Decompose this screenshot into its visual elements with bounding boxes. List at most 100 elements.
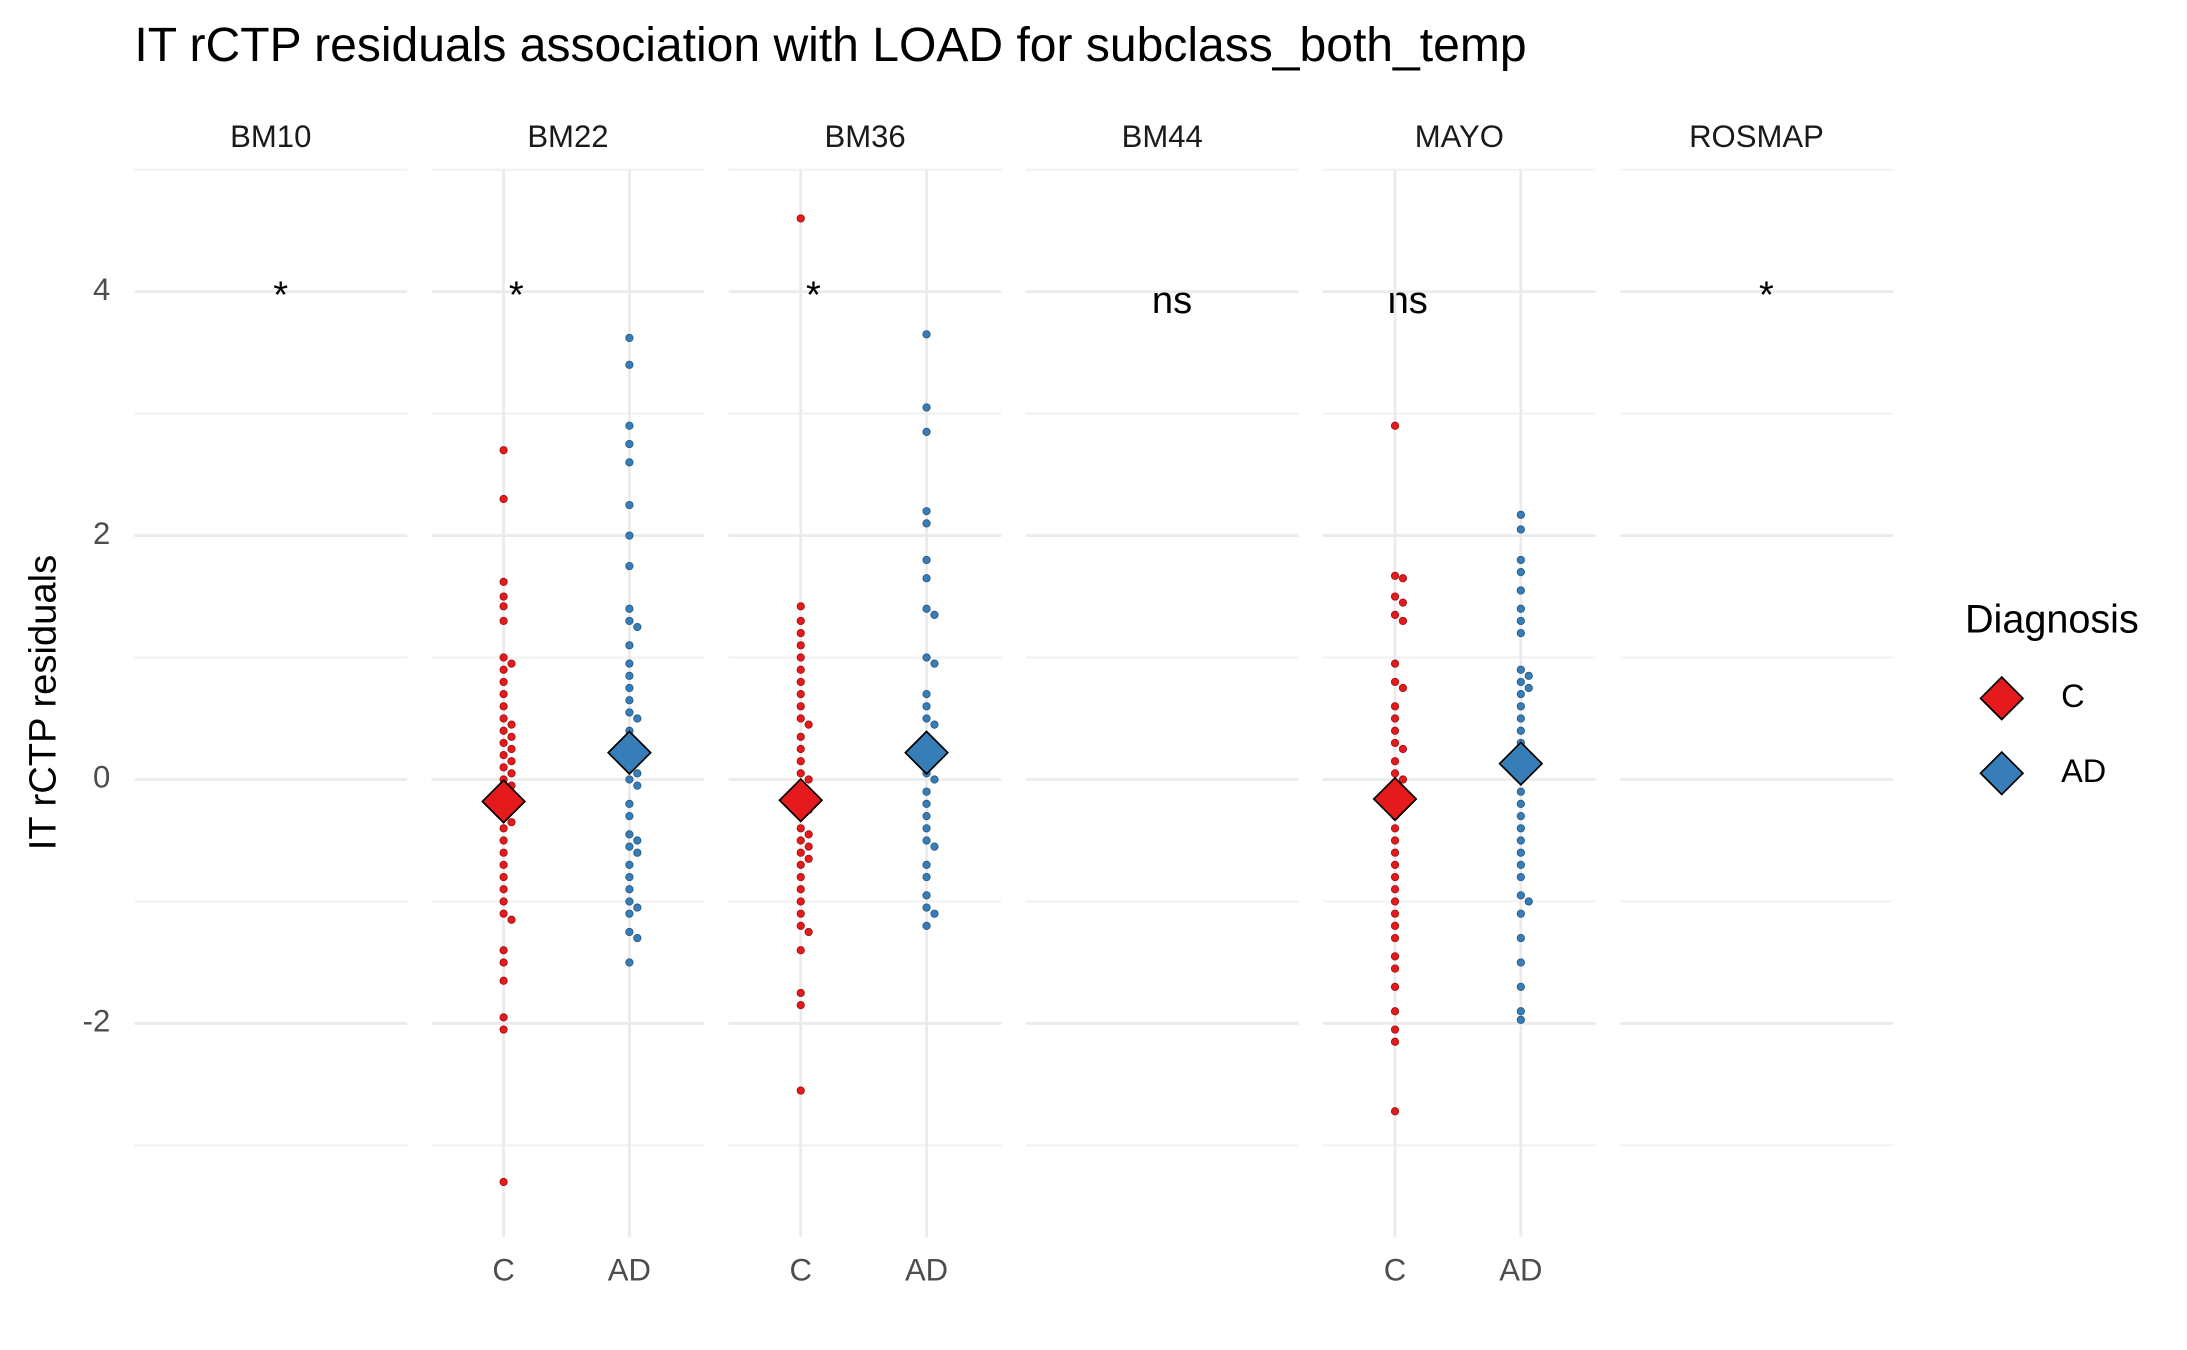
data-point xyxy=(796,909,805,918)
mean-marker xyxy=(1372,776,1418,822)
data-point xyxy=(499,690,508,699)
data-point xyxy=(796,988,805,998)
mean-marker xyxy=(1498,741,1544,787)
data-point xyxy=(804,854,813,863)
data-point xyxy=(1516,690,1525,699)
data-point xyxy=(1516,848,1525,857)
data-point xyxy=(1516,665,1525,674)
data-point xyxy=(922,690,931,699)
data-point xyxy=(625,811,634,821)
data-point xyxy=(1524,683,1533,693)
data-point xyxy=(625,671,634,680)
data-point xyxy=(499,751,508,760)
data-point xyxy=(499,446,508,455)
data-point xyxy=(625,360,634,369)
data-point xyxy=(922,903,931,912)
data-point xyxy=(1390,757,1400,766)
data-point xyxy=(796,824,805,833)
data-point xyxy=(804,842,813,851)
legend-label: AD xyxy=(2061,753,2106,789)
x-tick-label: AD xyxy=(905,1252,948,1287)
data-point xyxy=(796,214,805,223)
data-point xyxy=(499,602,508,611)
data-point xyxy=(633,903,642,912)
data-point xyxy=(1516,958,1525,967)
data-point xyxy=(1390,769,1400,778)
data-point xyxy=(1516,510,1525,519)
y-tick-label: 4 xyxy=(93,272,110,307)
data-point xyxy=(625,958,634,967)
significance-annotation: * xyxy=(1759,273,1774,316)
data-point xyxy=(796,616,805,626)
data-point xyxy=(633,836,642,845)
data-point xyxy=(625,421,634,430)
data-point xyxy=(796,860,805,869)
data-point xyxy=(930,909,939,918)
data-point xyxy=(499,946,508,955)
data-point xyxy=(1516,629,1525,638)
data-point xyxy=(796,836,805,845)
data-point xyxy=(1390,571,1400,580)
data-point xyxy=(796,946,805,955)
data-point xyxy=(1390,836,1400,845)
y-tick-label: 0 xyxy=(93,760,110,795)
data-point xyxy=(507,732,516,741)
data-point xyxy=(499,958,508,967)
data-point xyxy=(625,885,634,894)
data-point xyxy=(804,775,813,784)
data-point xyxy=(499,824,508,833)
data-point xyxy=(1516,811,1525,821)
data-point xyxy=(1516,1007,1525,1016)
data-point xyxy=(796,690,805,699)
data-point xyxy=(1398,775,1408,784)
data-point xyxy=(1390,933,1400,943)
data-point xyxy=(922,519,931,528)
data-point xyxy=(796,757,805,766)
data-point xyxy=(499,1013,508,1022)
data-point xyxy=(1390,1107,1400,1116)
data-point xyxy=(1516,891,1525,900)
data-point xyxy=(1516,909,1525,918)
data-point xyxy=(1516,616,1525,626)
data-point xyxy=(922,427,931,436)
data-point xyxy=(796,677,805,687)
data-point xyxy=(507,757,516,766)
data-point xyxy=(1516,702,1525,711)
data-point xyxy=(1390,677,1400,687)
data-point xyxy=(499,665,508,674)
data-point xyxy=(625,830,634,839)
data-point xyxy=(922,507,931,516)
x-tick-label: AD xyxy=(1499,1252,1542,1287)
data-point xyxy=(922,787,931,796)
data-point xyxy=(922,403,931,412)
data-point xyxy=(1516,799,1525,809)
legend-key xyxy=(1979,675,2025,721)
facet-label: BM44 xyxy=(1122,119,1203,154)
data-point xyxy=(922,860,931,869)
data-point xyxy=(499,836,508,845)
data-point xyxy=(796,629,805,638)
data-point xyxy=(625,897,634,906)
data-point xyxy=(804,720,813,729)
data-point xyxy=(633,933,642,943)
data-point xyxy=(499,885,508,894)
data-point xyxy=(499,616,508,626)
data-point xyxy=(625,799,634,809)
data-point xyxy=(507,915,516,924)
data-point xyxy=(1390,421,1400,430)
data-point xyxy=(922,574,931,583)
data-point xyxy=(922,799,931,809)
facet-label: BM22 xyxy=(527,119,608,154)
data-point xyxy=(1390,872,1400,882)
data-point xyxy=(1398,574,1408,583)
data-point xyxy=(922,811,931,821)
data-point xyxy=(1398,616,1408,626)
data-point xyxy=(1516,604,1525,613)
legend-key xyxy=(1979,750,2025,796)
data-point xyxy=(499,702,508,711)
data-point xyxy=(1516,982,1525,991)
data-point xyxy=(625,500,634,510)
data-point xyxy=(1398,683,1408,693)
x-tick-label: C xyxy=(492,1252,514,1287)
data-point xyxy=(499,494,508,504)
